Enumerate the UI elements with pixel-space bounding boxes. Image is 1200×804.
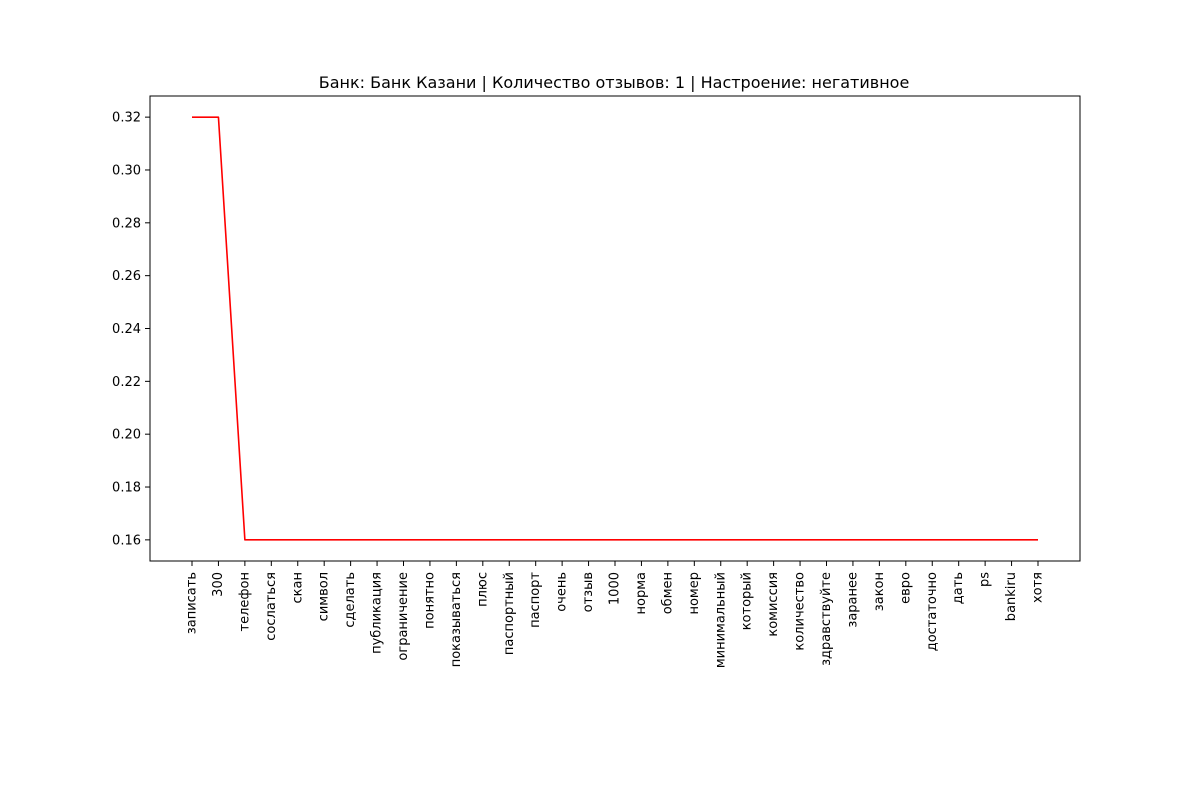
x-tick-label: плюс — [475, 572, 490, 607]
chart-title: Банк: Банк Казани | Количество отзывов: … — [319, 73, 910, 92]
x-tick-label: комиссия — [766, 572, 781, 637]
y-tick-label: 0.28 — [112, 216, 141, 231]
x-tick-label: хотя — [1031, 572, 1046, 603]
plot-area: 0.16 0.18 0.20 0.22 0.24 0.26 0.28 0.30 0.32 запи… — [112, 95, 1081, 668]
y-tick-label: 0.32 — [112, 111, 141, 126]
axes-frame — [149, 95, 1081, 562]
x-tick-label: записать — [185, 572, 200, 634]
x-tick-label: 1000 — [608, 572, 623, 605]
x-tick-label: публикация — [370, 572, 385, 654]
x-tick-label: отзыв — [581, 572, 596, 612]
x-tick-label: закон — [872, 572, 887, 611]
x-tick-label: символ — [317, 572, 332, 621]
x-tick-label: паспорт — [528, 572, 543, 628]
x-tick-label: показываться — [449, 572, 464, 667]
x-tick-label: паспортный — [502, 572, 517, 655]
x-tick-label: ps — [978, 572, 993, 587]
x-tick-label: 300 — [211, 572, 226, 597]
x-tick-label: bankiru — [1004, 572, 1019, 621]
x-tick-label: номер — [687, 572, 702, 615]
x-tick-label: сделать — [343, 572, 358, 628]
x-tick-label: очень — [555, 572, 570, 612]
y-tick-label: 0.24 — [112, 322, 141, 337]
y-tick-label: 0.26 — [112, 269, 141, 284]
x-tick-label: который — [740, 572, 755, 630]
y-tick-label: 0.22 — [112, 375, 141, 390]
x-tick-label: обмен — [660, 572, 675, 614]
x-tick-label: сослаться — [264, 572, 279, 641]
x-tick-label: заранее — [845, 572, 860, 628]
y-tick-label: 0.16 — [112, 533, 141, 548]
y-tick-label: 0.18 — [112, 481, 141, 496]
x-tick-label: достаточно — [925, 572, 940, 651]
x-tick-label: понятно — [422, 572, 437, 629]
x-tick-label: норма — [634, 572, 649, 614]
x-tick-label: ограничение — [396, 572, 411, 661]
x-tick-label: здравствуйте — [819, 572, 834, 666]
x-tick-label: дать — [951, 572, 966, 604]
y-tick-label: 0.20 — [112, 428, 141, 443]
y-tick-label: 0.30 — [112, 163, 141, 178]
x-tick-label: телефон — [237, 572, 252, 631]
x-tick-label: минимальный — [713, 572, 728, 668]
x-tick-label: скан — [290, 572, 305, 603]
x-tick-label: количество — [793, 572, 808, 651]
x-tick-label: евро — [898, 572, 913, 604]
series-line — [192, 116, 1038, 541]
